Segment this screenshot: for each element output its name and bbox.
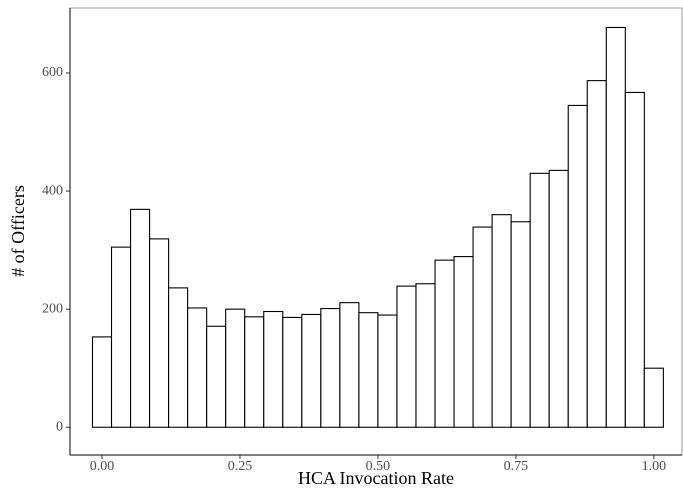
x-tick-label: 0.25 — [228, 459, 253, 474]
bar — [206, 325, 227, 428]
bar — [586, 80, 607, 428]
y-tick-label: 0 — [56, 419, 63, 434]
y-tick-label: 600 — [42, 65, 63, 80]
bar — [434, 259, 455, 428]
y-axis-title: # of Officers — [8, 185, 28, 277]
bar — [282, 316, 303, 428]
bar — [529, 172, 550, 428]
x-axis-title: HCA Invocation Rate — [298, 468, 454, 488]
x-tick-label: 1.00 — [642, 459, 667, 474]
bar — [168, 287, 189, 428]
bar — [510, 221, 531, 428]
x-tick-label: 0.75 — [504, 459, 529, 474]
bar — [339, 302, 360, 428]
bar — [624, 91, 645, 428]
bar — [491, 214, 512, 428]
bar — [110, 246, 132, 428]
bar — [605, 26, 626, 428]
bar — [301, 313, 322, 428]
bar — [548, 169, 569, 428]
bar — [453, 256, 474, 428]
bar — [225, 308, 246, 428]
bar — [320, 308, 341, 428]
bar — [415, 283, 436, 428]
x-tick-label: 0.50 — [366, 459, 391, 474]
bar — [377, 314, 398, 428]
bar — [472, 226, 493, 428]
x-tick-label: 0.00 — [90, 459, 115, 474]
bar — [91, 336, 113, 428]
y-tick-label: 400 — [42, 183, 63, 198]
bar — [567, 104, 588, 428]
bar — [263, 310, 284, 428]
y-tick-label: 200 — [42, 301, 63, 316]
bar — [129, 208, 151, 428]
bar — [149, 238, 170, 428]
bar — [358, 312, 379, 428]
bar — [244, 316, 265, 428]
bar — [643, 367, 664, 428]
bar — [396, 285, 417, 428]
bar — [187, 307, 208, 428]
